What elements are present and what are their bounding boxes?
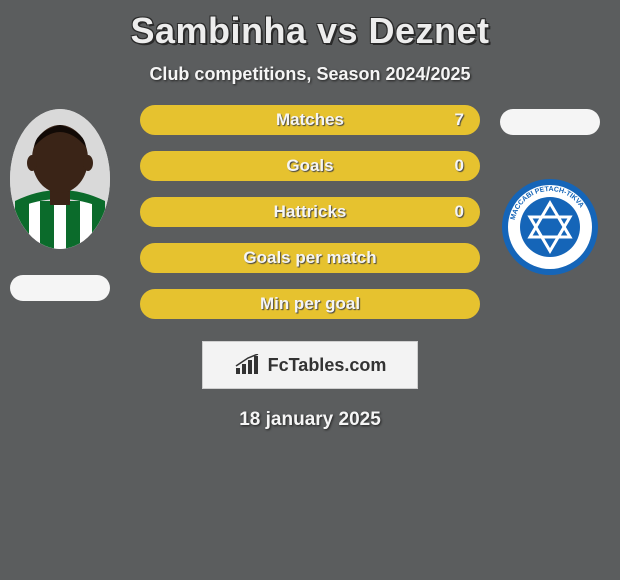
club-badge-svg: MACCABI PETACH-TIKVA — [500, 177, 600, 277]
subtitle: Club competitions, Season 2024/2025 — [0, 64, 620, 85]
stat-label: Hattricks — [274, 202, 347, 222]
bar-chart-icon — [234, 354, 262, 376]
right-player-column: MACCABI PETACH-TIKVA — [490, 105, 610, 277]
stat-right-value: 0 — [455, 156, 464, 176]
stat-right-value: 0 — [455, 202, 464, 222]
stat-label: Min per goal — [260, 294, 360, 314]
brand-badge: FcTables.com — [202, 341, 418, 389]
right-club-badge: MACCABI PETACH-TIKVA — [500, 177, 600, 277]
brand-text: FcTables.com — [268, 355, 387, 376]
stat-label: Goals — [286, 156, 333, 176]
left-club-pill — [10, 275, 110, 301]
stat-label: Matches — [276, 110, 344, 130]
stat-bar-matches: Matches 7 — [140, 105, 480, 135]
stat-bars: Matches 7 Goals 0 Hattricks 0 Goals per … — [140, 105, 480, 319]
stat-label: Goals per match — [243, 248, 376, 268]
player-avatar-svg — [10, 109, 110, 249]
left-player-column — [0, 105, 120, 301]
page-title: Sambinha vs Deznet — [0, 0, 620, 52]
stat-bar-hattricks: Hattricks 0 — [140, 197, 480, 227]
stat-bar-goals: Goals 0 — [140, 151, 480, 181]
right-club-pill — [500, 109, 600, 135]
stat-bar-min-per-goal: Min per goal — [140, 289, 480, 319]
stat-bar-goals-per-match: Goals per match — [140, 243, 480, 273]
stat-right-value: 7 — [455, 110, 464, 130]
date-text: 18 january 2025 — [0, 409, 620, 431]
comparison-panel: MACCABI PETACH-TIKVA Matches 7 Goals 0 H… — [0, 105, 620, 431]
left-player-photo — [10, 109, 110, 249]
